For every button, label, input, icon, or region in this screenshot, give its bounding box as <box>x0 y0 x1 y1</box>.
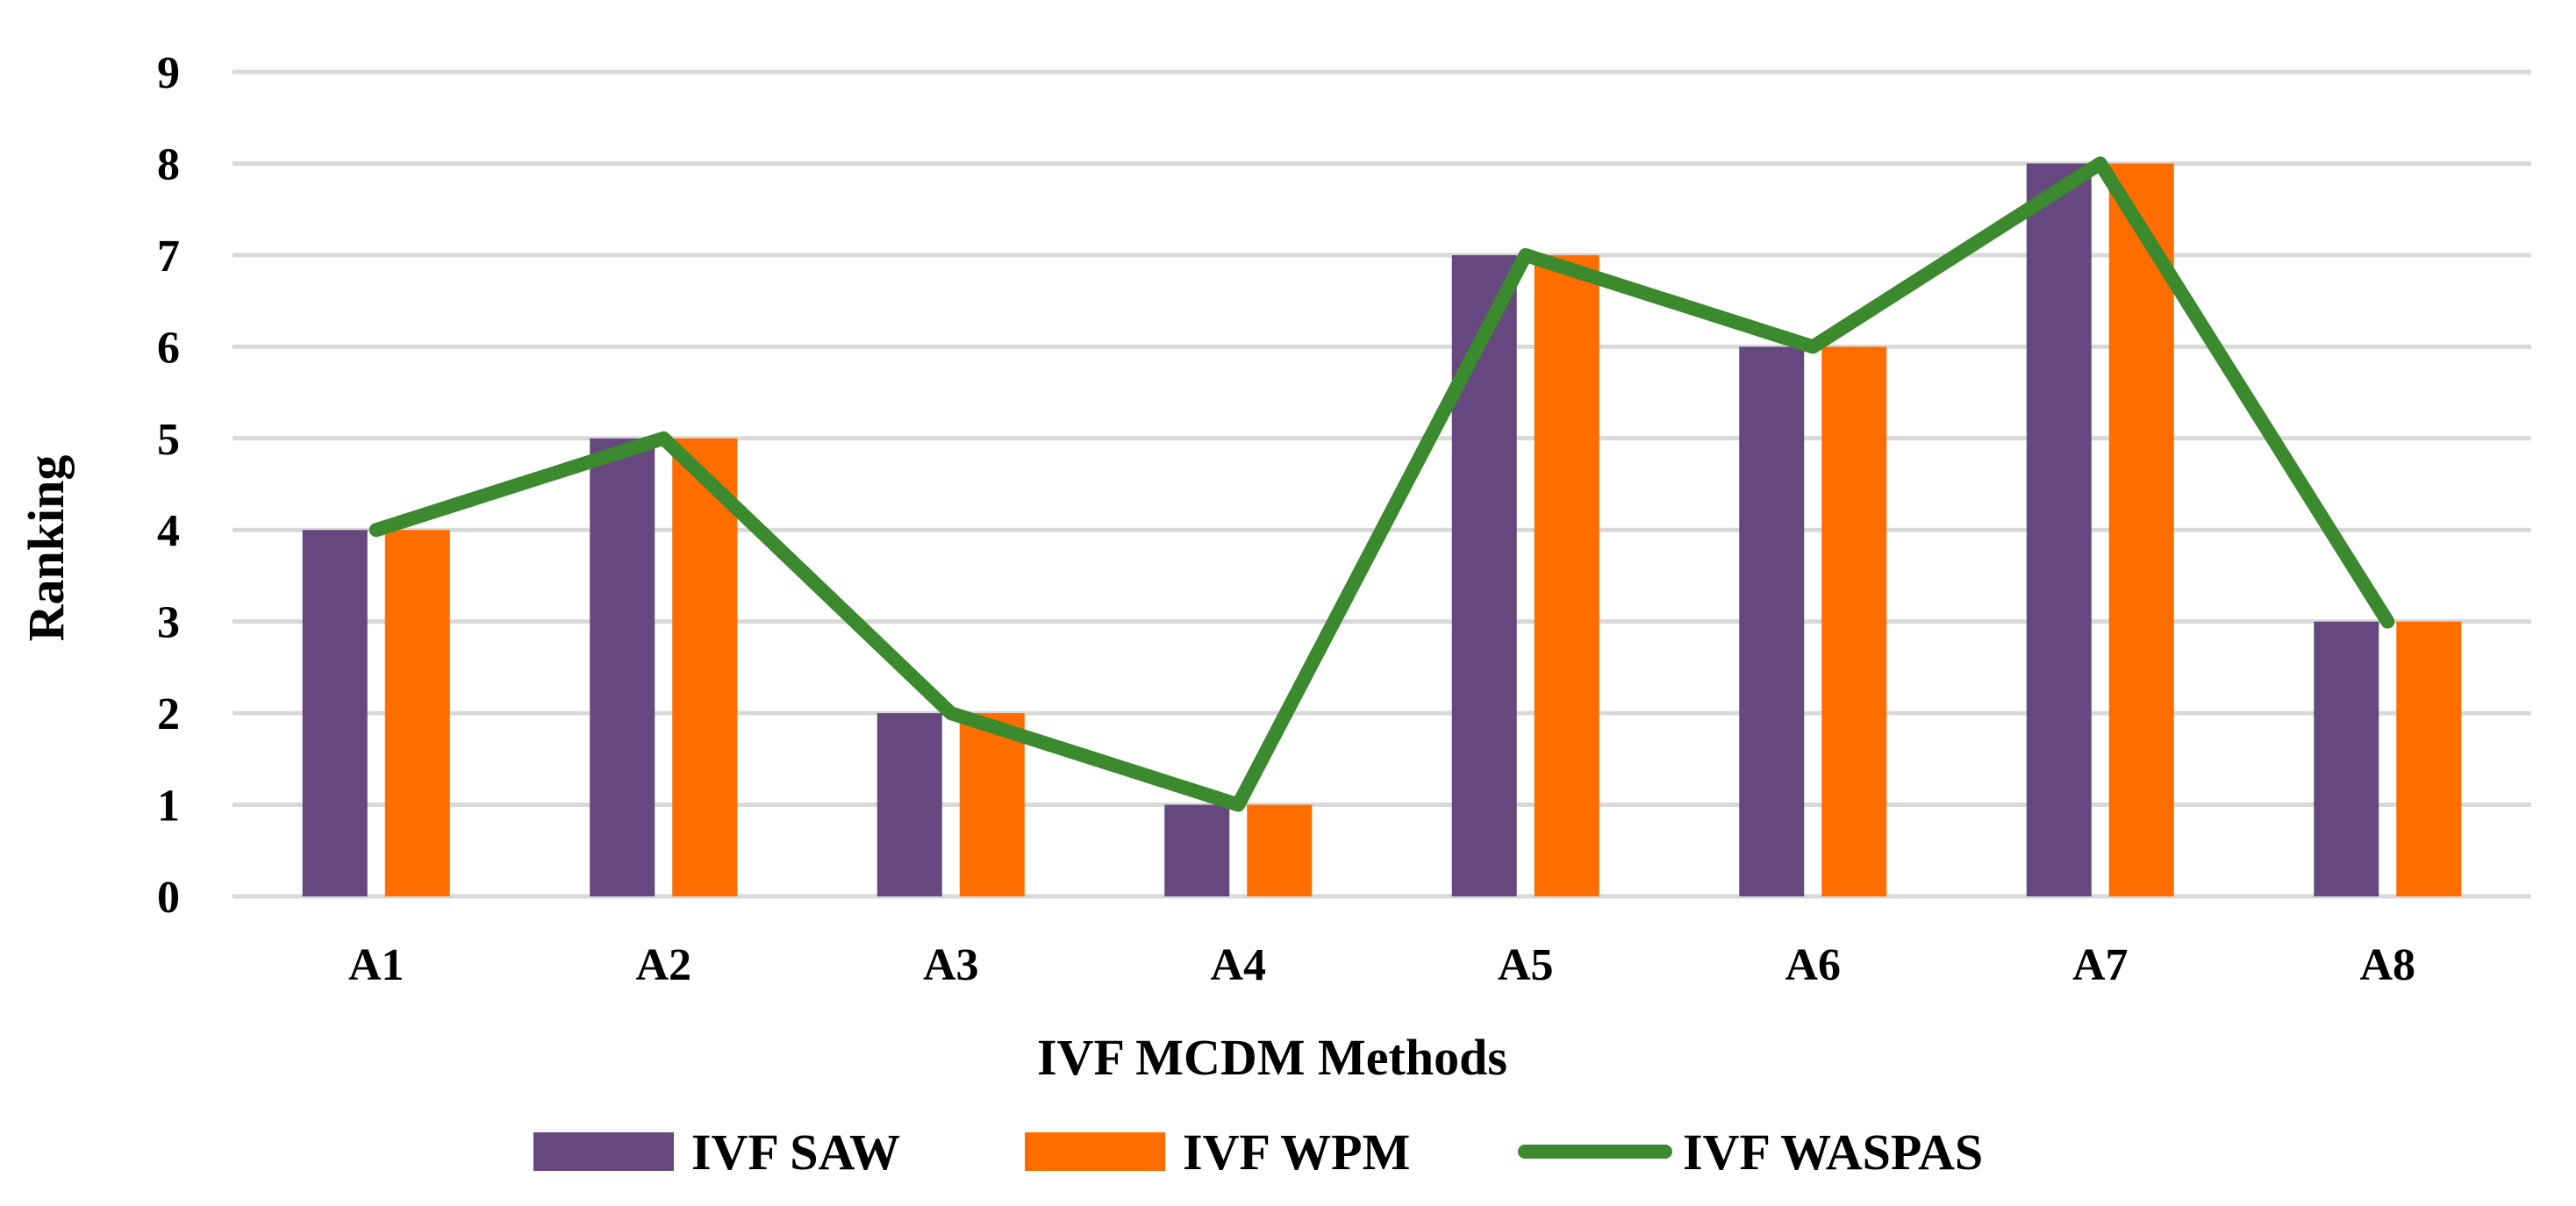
bar-ivf-saw-a7 <box>2026 163 2092 896</box>
bar-ivf-wpm-a7 <box>2108 163 2174 896</box>
bar-ivf-saw-a5 <box>1451 254 1517 896</box>
bar-ivf-wpm-a2 <box>672 438 738 896</box>
bar-ivf-wpm-a5 <box>1534 254 1599 896</box>
bar-ivf-wpm-a3 <box>959 713 1025 896</box>
bar-ivf-saw-a8 <box>2314 621 2379 896</box>
bar-ivf-wpm-a1 <box>384 530 450 896</box>
legend: IVF SAW IVF WPM IVF WASPAS <box>533 1124 1983 1181</box>
x-tick-label-a4: A4 <box>1210 940 1266 990</box>
y-tick-label-9: 9 <box>157 48 180 98</box>
gridlines <box>233 69 2531 899</box>
legend-label-ivf-wpm: IVF WPM <box>1183 1124 1410 1181</box>
line-ivf-waspas <box>369 156 2395 812</box>
bars <box>302 163 2462 896</box>
bar-ivf-saw-a3 <box>877 713 942 896</box>
x-tick-label-a1: A1 <box>348 940 404 990</box>
x-axis-ticks: A1 A2 A3 A4 A5 A6 A7 A8 <box>348 940 2415 990</box>
y-tick-label-4: 4 <box>157 506 180 556</box>
y-tick-label-5: 5 <box>157 415 180 465</box>
bar-ivf-saw-a2 <box>590 438 655 896</box>
y-tick-label-7: 7 <box>157 232 180 282</box>
x-tick-label-a5: A5 <box>1498 940 1554 990</box>
legend-swatch-ivf-saw <box>533 1132 674 1171</box>
bar-ivf-saw-a6 <box>1739 346 1805 896</box>
y-axis-title: Ranking <box>18 455 75 642</box>
x-tick-label-a2: A2 <box>635 940 691 990</box>
bar-ivf-saw-a1 <box>302 530 368 896</box>
line-series <box>369 156 2395 812</box>
x-tick-label-a8: A8 <box>2359 940 2415 990</box>
y-tick-label-8: 8 <box>157 139 180 189</box>
x-axis-title: IVF MCDM Methods <box>1037 1029 1507 1086</box>
legend-label-ivf-waspas: IVF WASPAS <box>1683 1124 1983 1181</box>
bar-ivf-wpm-a8 <box>2396 621 2462 896</box>
y-tick-label-0: 0 <box>157 873 180 923</box>
y-axis-ticks: 0 1 2 3 4 5 6 7 8 9 <box>157 48 180 923</box>
y-tick-label-6: 6 <box>157 323 180 373</box>
bar-ivf-wpm-a4 <box>1247 804 1313 896</box>
legend-swatch-ivf-wpm <box>1025 1132 1165 1171</box>
y-tick-label-2: 2 <box>157 689 180 739</box>
y-tick-label-1: 1 <box>157 781 180 831</box>
x-tick-label-a3: A3 <box>923 940 979 990</box>
y-tick-label-3: 3 <box>157 598 180 648</box>
legend-label-ivf-saw: IVF SAW <box>691 1124 900 1181</box>
x-tick-label-a7: A7 <box>2072 940 2129 990</box>
bar-ivf-wpm-a6 <box>1821 346 1887 896</box>
bar-ivf-saw-a4 <box>1164 804 1230 896</box>
x-tick-label-a6: A6 <box>1785 940 1841 990</box>
